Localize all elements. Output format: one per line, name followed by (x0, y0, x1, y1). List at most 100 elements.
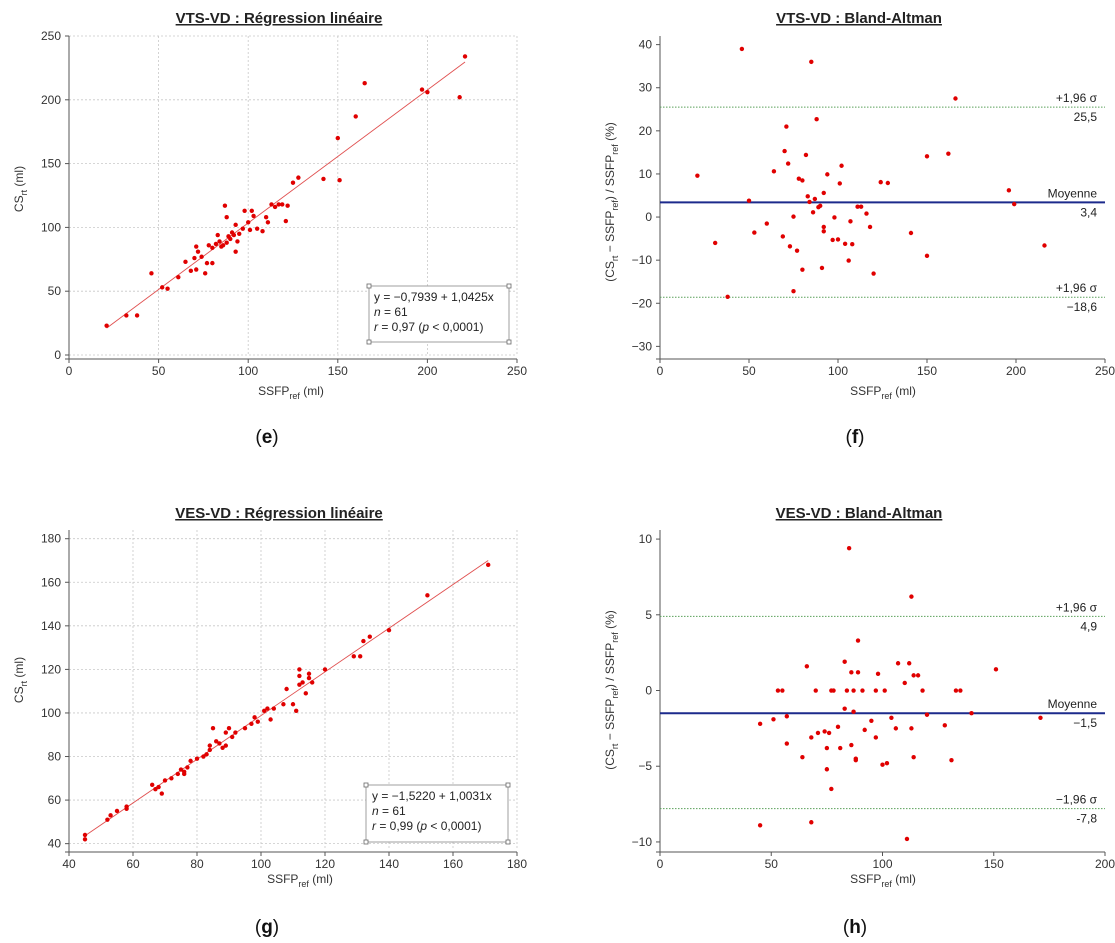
chart-f-data-point (855, 204, 860, 209)
chart-e-data-point (194, 267, 199, 272)
chart-f-data-point (812, 196, 818, 202)
chart-f-data-point (1012, 201, 1017, 207)
chart-e-data-point (265, 220, 271, 225)
chart-f-y-tick-label: 0 (645, 210, 652, 224)
chart-g-y-tick-label: 60 (48, 793, 62, 807)
chart-h-data-point (902, 680, 907, 686)
chart-h-title: VES-VD : Bland-Altman (776, 505, 943, 522)
chart-f-mean-value: 3,4 (1080, 205, 1097, 219)
chart-h-data-point (924, 712, 930, 717)
chart-f-data-point (858, 204, 864, 209)
chart-e-data-point (176, 274, 181, 280)
chart-e-stats-n: n = 61 (374, 305, 408, 319)
chart-g-regression-line (84, 560, 489, 837)
chart-g-data-point (153, 786, 158, 792)
chart-f-data-point (821, 190, 826, 196)
chart-h-data-point (907, 661, 912, 666)
chart-f-y-tick-label: −30 (632, 339, 653, 353)
chart-h-data-point (851, 688, 856, 693)
chart-g-data-point (223, 743, 228, 748)
chart-h-x-tick-label: 100 (872, 857, 892, 871)
chart-e-marks (104, 54, 468, 329)
chart-h-data-point (809, 820, 814, 825)
chart-f-data-point (850, 242, 855, 247)
chart-f-title: VTS-VD : Bland-Altman (776, 10, 942, 27)
chart-e-data-point (263, 214, 269, 220)
chart-f-data-point (800, 178, 805, 183)
chart-e-y-tick-label: 0 (54, 348, 61, 362)
chart-e-data-point (321, 176, 326, 182)
chart-h-data-point (860, 688, 865, 693)
chart-h-data-point (915, 673, 921, 678)
chart-h-data-point (942, 723, 947, 728)
chart-e-data-point (104, 323, 109, 328)
chart-g-data-point (351, 654, 356, 659)
chart-e-data-point (283, 218, 289, 224)
chart-g-y-tick-label: 100 (41, 706, 61, 720)
chart-g-data-point (156, 784, 161, 790)
chart-e-data-point (213, 241, 219, 247)
chart-h-data-point (853, 757, 858, 763)
chart-h-marks (757, 545, 1043, 842)
chart-e-data-point (188, 268, 194, 273)
chart-h-data-point (849, 670, 854, 675)
chart-e-data-point (204, 260, 210, 266)
chart-f-data-point (814, 116, 819, 122)
chart-g-data-point (265, 706, 270, 711)
chart-h-data-point (842, 706, 847, 711)
panel-label-e: (e) (255, 427, 278, 448)
chart-f-data-point (821, 224, 826, 230)
chart-g-data-point (233, 730, 238, 735)
chart-h-data-point (953, 688, 959, 693)
chart-h-data-point (875, 671, 881, 677)
chart-g-data-point (108, 813, 113, 818)
chart-h-reference-lines: +1,96 σ 4,9 Moyenne −1,5 −1,96 σ -7,8 (660, 600, 1105, 826)
chart-f-data-point (839, 163, 844, 168)
chart-f-data-point (821, 229, 826, 234)
chart-g-data-point (358, 654, 363, 659)
chart-h: VES-VD : Bland-Altman 0 50 100 150 200−10−50… (603, 505, 1115, 938)
chart-g-data-point (303, 691, 308, 696)
chart-h-y-tick-label: −10 (632, 835, 653, 849)
chart-g-stats-handle-tl (363, 782, 369, 788)
chart-h-data-point (822, 729, 827, 734)
chart-g-y-tick-label: 160 (41, 575, 61, 589)
chart-e-data-point (362, 81, 367, 86)
chart-g-data-point (252, 715, 257, 720)
chart-e-data-point (242, 208, 247, 214)
chart-f-data-point (864, 211, 869, 216)
chart-h-x-tick-label: 200 (1095, 857, 1115, 871)
chart-f-data-point (819, 265, 825, 271)
chart-h-data-point (993, 667, 999, 672)
chart-h-data-point (909, 726, 914, 731)
chart-e-data-point (462, 54, 468, 59)
chart-e-data-point (272, 204, 278, 210)
chart-g-stats-handle-bl (363, 839, 369, 845)
chart-g-y-tick-label: 120 (41, 662, 61, 676)
chart-f-data-point (782, 148, 787, 154)
chart-e-data-point (199, 254, 204, 259)
chart-e-data-point (425, 89, 430, 95)
chart-g-data-point (310, 680, 315, 685)
chart-e-stats-equation: y = −0,7939 + 1,0425x (374, 290, 494, 304)
chart-g-data-point (255, 719, 260, 724)
chart-g-data-point (207, 747, 212, 753)
chart-e-data-point (183, 259, 188, 265)
chart-g-data-point (217, 741, 222, 746)
chart-g-xlabel: SSFPref (ml) (267, 872, 333, 889)
chart-e-data-point (192, 255, 197, 261)
chart-f-data-point (924, 154, 930, 159)
chart-f-data-point (830, 237, 835, 243)
chart-g-data-point (486, 562, 491, 568)
chart-h-upper-limit-value: 4,9 (1080, 619, 1097, 633)
chart-e-data-point (285, 203, 290, 208)
chart-h-data-point (824, 745, 830, 751)
chart-f-data-point (810, 210, 816, 215)
chart-e-stats-handle-br (506, 339, 512, 345)
chart-h-data-point (757, 721, 763, 727)
chart-g-data-point (188, 758, 193, 764)
chart-h-data-point (804, 664, 810, 669)
chart-g-data-point (262, 708, 267, 713)
chart-e-data-point (254, 226, 260, 231)
chart-g-data-point (297, 682, 302, 687)
